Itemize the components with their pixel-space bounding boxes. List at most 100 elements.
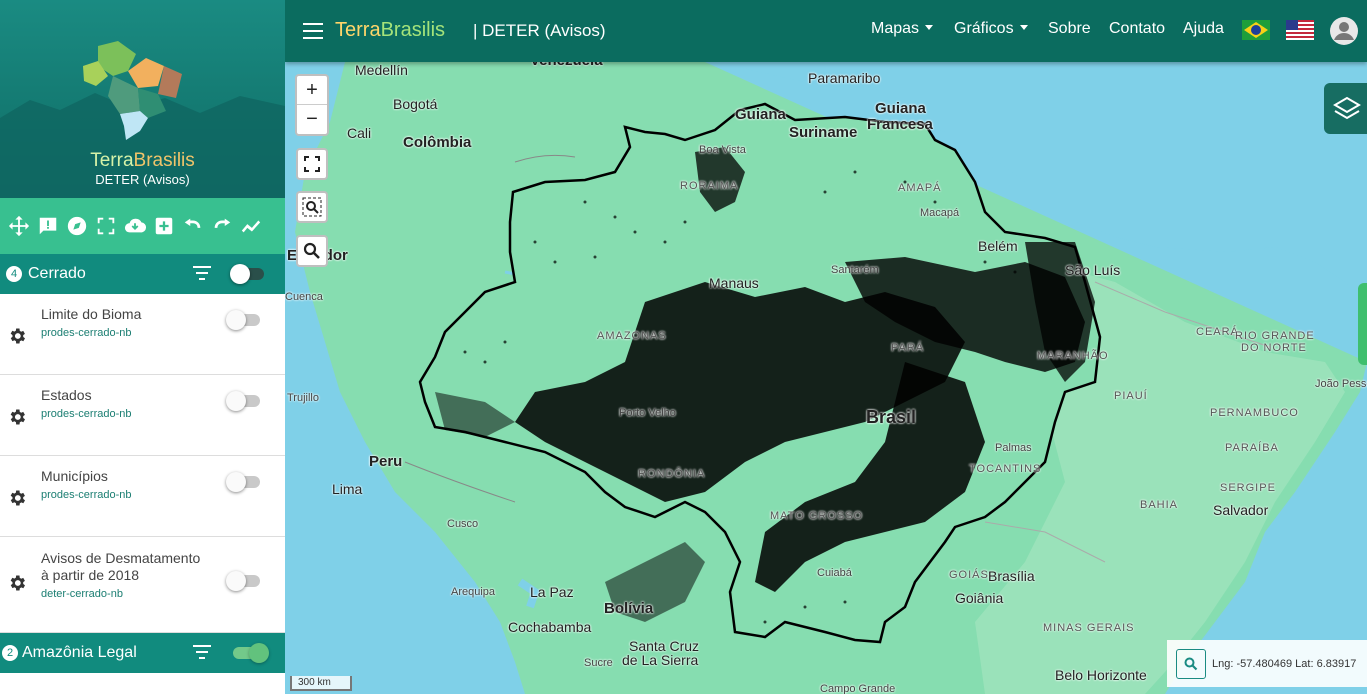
user-avatar-icon[interactable] [1329, 16, 1359, 46]
gear-icon[interactable] [7, 326, 27, 346]
gear-icon[interactable] [7, 573, 27, 593]
map-label-sucre: Sucre [584, 657, 613, 669]
layer-source: prodes-cerrado-nb [41, 327, 132, 339]
map-label-piaui: PIAUÍ [1114, 390, 1148, 402]
mountains-illustration [0, 93, 285, 198]
map-label-santa-cruz-1: Santa Cruz [629, 638, 700, 654]
top-navbar: TerraBrasilis | DETER (Avisos) Mapas Grá… [285, 0, 1367, 62]
map-label-lima: Lima [332, 481, 363, 497]
map-label-amazonas: AMAZONAS [597, 330, 667, 342]
map-label-palmas: Palmas [995, 442, 1032, 454]
filter-icon[interactable] [193, 266, 211, 280]
map-label-macapa: Macapá [920, 207, 960, 219]
chart-icon [241, 220, 260, 233]
search-icon [1184, 657, 1198, 670]
redo-icon [214, 218, 230, 228]
hamburger-menu-icon[interactable] [303, 23, 323, 39]
map-label-joao-pessoa: João Pessoa [1315, 378, 1367, 390]
map-label-guiana-francesa-2: Francesa [867, 116, 933, 133]
pan-tool-button[interactable] [7, 215, 30, 238]
nav-contact[interactable]: Contato [1109, 20, 1166, 37]
nav-help[interactable]: Ajuda [1183, 20, 1224, 37]
map-label-goiania: Goiânia [955, 590, 1004, 606]
coordinates-readout: Lng: -57.480469 Lat: 6.83917 [1212, 657, 1357, 670]
gear-icon[interactable] [7, 488, 27, 508]
map-label-rn-2: DO NORTE [1241, 342, 1307, 354]
coordinate-search-button[interactable] [1176, 648, 1206, 679]
map-label-brasil: Brasil [866, 407, 917, 427]
map-label-campo-grande: Campo Grande [820, 683, 896, 694]
map-canvas[interactable]: Medellín Venezuela Paramaribo Guiana Gui… [285, 62, 1367, 694]
add-layer-icon [155, 217, 172, 235]
search-location-button[interactable] [296, 235, 328, 267]
nav-charts[interactable]: Gráficos [954, 20, 1028, 38]
layer-title-line1: Avisos de Desmatamento [41, 550, 201, 566]
zoom-box-button[interactable] [296, 191, 328, 223]
caret-down-icon [925, 25, 934, 30]
map-label-suriname: Suriname [789, 124, 858, 141]
map-label-tocantins: TOCANTINS [969, 463, 1042, 475]
layer-item-estados: Estados prodes-cerrado-nb [0, 375, 285, 456]
group-toggle-cerrado[interactable] [230, 264, 264, 284]
layer-group-amazonia-legal[interactable]: 2 Amazônia Legal [0, 633, 285, 673]
fit-extent-tool-button[interactable] [94, 215, 117, 238]
map-label-sao-luis: São Luís [1065, 262, 1121, 278]
map-label-bahia: BAHIA [1140, 499, 1179, 511]
map-label-paramaribo: Paramaribo [808, 70, 881, 86]
add-layer-tool-button[interactable] [152, 215, 175, 238]
layer-title-line2: à partir de 2018 [41, 567, 140, 583]
map-label-bolivia: Bolívia [604, 600, 654, 617]
brand-name-part2: Brasilis [133, 150, 195, 171]
layer-item-limite-bioma: Limite do Bioma prodes-cerrado-nb [0, 294, 285, 375]
brazil-flag-icon[interactable] [1242, 20, 1270, 40]
layers-icon [1333, 96, 1361, 119]
layer-group-cerrado[interactable]: 4 Cerrado [0, 254, 285, 294]
nav-maps[interactable]: Mapas [871, 20, 934, 38]
layer-toggle[interactable] [226, 391, 260, 411]
feedback-tool-button[interactable] [36, 215, 59, 238]
brand-subtitle: DETER (Avisos) [95, 172, 190, 187]
layer-title: Limite do Bioma [41, 306, 142, 322]
map-label-cuenca: Cuenca [285, 291, 323, 303]
undo-icon [184, 218, 200, 228]
map-label-colombia: Colômbia [403, 134, 472, 151]
map-label-peru: Peru [369, 453, 403, 470]
group-toggle-amazonia-legal[interactable] [233, 643, 269, 663]
map-tools-toolbar [0, 198, 285, 254]
redo-tool-button[interactable] [210, 215, 233, 238]
filter-icon[interactable] [193, 645, 211, 659]
layer-title: Estados [41, 387, 92, 403]
search-icon [303, 242, 320, 259]
brand-name: TerraBrasilis [0, 150, 285, 172]
nav-about[interactable]: Sobre [1048, 20, 1091, 37]
usa-flag-icon[interactable] [1286, 20, 1314, 40]
fullscreen-button[interactable] [296, 148, 328, 180]
map-label-cochabamba: Cochabamba [508, 619, 592, 635]
group-title: Amazônia Legal [22, 644, 137, 661]
layer-toggle[interactable] [226, 571, 260, 591]
fullscreen-icon [304, 156, 320, 172]
layer-toggle[interactable] [226, 310, 260, 330]
layer-toggle[interactable] [226, 472, 260, 492]
layers-panel-button[interactable] [1324, 83, 1367, 134]
undo-tool-button[interactable] [181, 215, 204, 238]
layer-title: Municípios [41, 468, 108, 484]
map-label-rondonia: RONDÔNIA [638, 468, 706, 480]
terrabrasilis-logo-icon [83, 41, 182, 140]
compass-tool-button[interactable] [65, 215, 88, 238]
compass-icon [67, 216, 86, 236]
map-label-belo-horizonte: Belo Horizonte [1055, 667, 1147, 683]
chart-tool-button[interactable] [239, 215, 262, 238]
gear-icon[interactable] [7, 407, 27, 427]
map-label-bogota: Bogotá [393, 96, 438, 112]
map-label-cusco: Cusco [447, 518, 479, 530]
zoom-in-button[interactable]: + [297, 76, 327, 105]
side-panel-tab[interactable] [1358, 283, 1367, 365]
map-label-porto-velho: Porto Velho [619, 407, 676, 419]
map-label-paraiba: PARAÍBA [1225, 442, 1279, 454]
app-name[interactable]: TerraBrasilis [335, 19, 445, 42]
download-tool-button[interactable] [123, 215, 146, 238]
nav-charts-label: Gráficos [954, 20, 1014, 37]
zoom-out-button[interactable]: − [306, 108, 318, 130]
map-label-ceara: CEARÁ [1196, 326, 1239, 338]
